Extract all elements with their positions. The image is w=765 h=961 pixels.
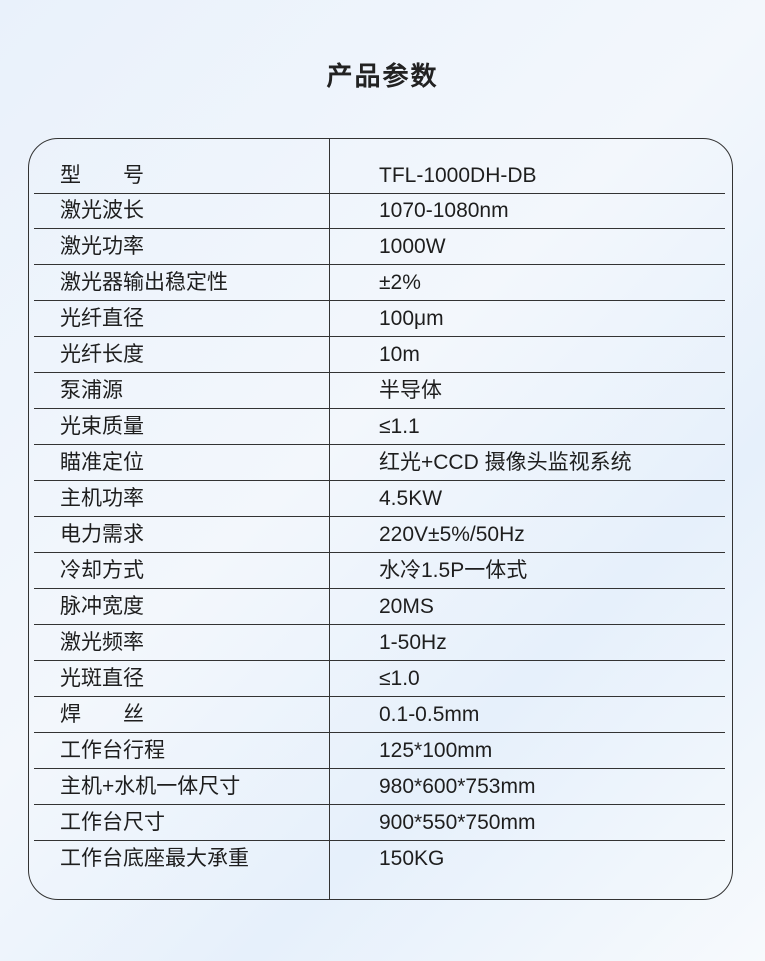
spec-label: 主机+水机一体尺寸 <box>60 775 241 798</box>
spec-row: 光斑直径 ≤1.0 <box>34 661 725 697</box>
spec-value: 150KG <box>379 847 445 870</box>
spec-row: 冷却方式 水冷1.5P一体式 <box>34 553 725 589</box>
spec-row: 电力需求 220V±5%/50Hz <box>34 517 725 553</box>
row-divider <box>34 300 725 301</box>
spec-label: 脉冲宽度 <box>60 595 144 618</box>
row-divider <box>34 552 725 553</box>
row-divider <box>34 516 725 517</box>
spec-value: 水冷1.5P一体式 <box>379 559 528 582</box>
spec-label: 激光功率 <box>60 235 144 258</box>
spec-row: 主机+水机一体尺寸 980*600*753mm <box>34 769 725 805</box>
spec-row: 焊 丝 0.1-0.5mm <box>34 697 725 733</box>
spec-table <box>28 138 733 900</box>
spec-value: 1-50Hz <box>379 631 447 654</box>
spec-label: 工作台底座最大承重 <box>60 847 249 870</box>
spec-value: 0.1-0.5mm <box>379 703 480 726</box>
spec-value: TFL-1000DH-DB <box>379 164 537 187</box>
spec-row: 激光功率 1000W <box>34 229 725 265</box>
spec-row: 工作台底座最大承重 150KG <box>34 841 725 877</box>
spec-label: 光纤长度 <box>60 343 144 366</box>
row-divider <box>34 336 725 337</box>
spec-row: 主机功率 4.5KW <box>34 481 725 517</box>
spec-label: 泵浦源 <box>60 379 123 402</box>
row-divider <box>34 480 725 481</box>
spec-row: 工作台行程 125*100mm <box>34 733 725 769</box>
spec-row: 光纤长度 10m <box>34 337 725 373</box>
spec-value: 半导体 <box>379 379 442 402</box>
spec-label: 工作台行程 <box>60 739 165 762</box>
spec-value: 220V±5%/50Hz <box>379 523 525 546</box>
spec-value: ≤1.0 <box>379 667 420 690</box>
spec-value: 100μm <box>379 307 444 330</box>
spec-label: 光斑直径 <box>60 667 144 690</box>
spec-label: 激光器输出稳定性 <box>60 271 228 294</box>
spec-value: 红光+CCD 摄像头监视系统 <box>379 451 632 474</box>
row-divider <box>34 408 725 409</box>
row-divider <box>34 696 725 697</box>
row-divider <box>34 588 725 589</box>
column-divider <box>329 139 330 899</box>
spec-value: 4.5KW <box>379 487 443 510</box>
row-divider <box>34 624 725 625</box>
page-title: 产品参数 <box>326 61 439 91</box>
spec-label: 主机功率 <box>60 487 144 510</box>
spec-label: 激光频率 <box>60 631 144 654</box>
spec-value: 10m <box>379 343 420 366</box>
row-divider <box>34 804 725 805</box>
spec-label: 型 号 <box>60 164 144 187</box>
row-divider <box>34 768 725 769</box>
spec-label: 激光波长 <box>60 199 144 222</box>
row-divider <box>34 732 725 733</box>
spec-value: ≤1.1 <box>379 415 420 438</box>
spec-value: 900*550*750mm <box>379 811 536 834</box>
spec-row: 工作台尺寸 900*550*750mm <box>34 805 725 841</box>
spec-row: 激光频率 1-50Hz <box>34 625 725 661</box>
spec-row: 脉冲宽度 20MS <box>34 589 725 625</box>
spec-row: 光纤直径 100μm <box>34 301 725 337</box>
spec-row: 光束质量 ≤1.1 <box>34 409 725 445</box>
spec-value: ±2% <box>379 271 421 294</box>
spec-row: 瞄准定位 红光+CCD 摄像头监视系统 <box>34 445 725 481</box>
spec-label: 冷却方式 <box>60 559 144 582</box>
row-divider <box>34 840 725 841</box>
row-divider <box>34 660 725 661</box>
spec-label: 电力需求 <box>60 523 144 546</box>
row-divider <box>34 372 725 373</box>
spec-label: 光束质量 <box>60 415 144 438</box>
spec-row: 泵浦源 半导体 <box>34 373 725 409</box>
spec-row: 激光波长 1070-1080nm <box>34 193 725 229</box>
spec-label: 焊 丝 <box>60 703 144 726</box>
spec-row: 激光器输出稳定性 ±2% <box>34 265 725 301</box>
spec-value: 1070-1080nm <box>379 199 509 222</box>
spec-row: 型 号 TFL-1000DH-DB <box>34 158 725 194</box>
row-divider <box>34 228 725 229</box>
row-divider <box>34 444 725 445</box>
spec-label: 工作台尺寸 <box>60 811 165 834</box>
spec-value: 1000W <box>379 235 446 258</box>
row-divider <box>34 264 725 265</box>
spec-label: 瞄准定位 <box>60 451 144 474</box>
spec-value: 20MS <box>379 595 434 618</box>
spec-label: 光纤直径 <box>60 307 144 330</box>
row-divider <box>34 193 725 194</box>
spec-value: 125*100mm <box>379 739 493 762</box>
spec-value: 980*600*753mm <box>379 775 536 798</box>
